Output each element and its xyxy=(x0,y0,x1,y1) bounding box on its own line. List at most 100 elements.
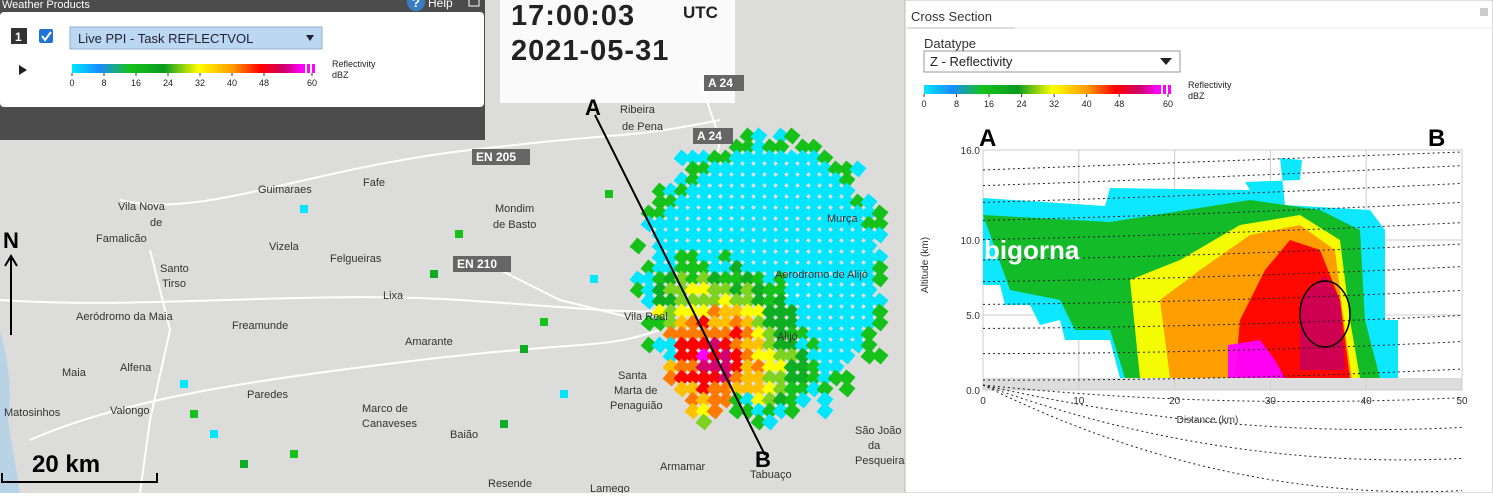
legend-tick-label: 0 xyxy=(921,99,926,109)
echo-pixel xyxy=(816,314,834,332)
echo-pixel xyxy=(849,336,867,354)
echo-pixel xyxy=(706,215,724,233)
echo-pixel xyxy=(728,303,746,321)
layer-select[interactable] xyxy=(69,26,323,50)
echo-pixel xyxy=(761,347,779,365)
echo-pixel xyxy=(816,347,834,365)
help-label[interactable]: Help xyxy=(428,0,453,10)
echo-pixel xyxy=(739,149,757,167)
echo-pixel xyxy=(838,347,856,365)
help-icon[interactable] xyxy=(407,0,425,11)
echo-pixel xyxy=(717,336,735,354)
echo-pixel xyxy=(717,281,735,299)
echo-pixel xyxy=(651,182,669,200)
echo-pixel xyxy=(805,303,823,321)
echo-pixel xyxy=(717,193,735,211)
echo-pixel xyxy=(816,215,834,233)
echo-pixel xyxy=(695,237,713,255)
place-label: de Pena xyxy=(622,121,664,133)
echo-pixel xyxy=(673,270,691,288)
echo-pixel xyxy=(684,292,702,310)
echo-pixel xyxy=(739,292,757,310)
echo-pixel xyxy=(761,369,779,387)
echo-pixel xyxy=(849,226,867,244)
place-label: Amarante xyxy=(405,336,453,348)
echo-pixel xyxy=(695,402,713,420)
echo-pixel xyxy=(640,270,658,288)
echo-pixel xyxy=(706,149,724,167)
echo-pixel xyxy=(662,303,680,321)
echo-pixel xyxy=(816,149,834,167)
echo-pixel xyxy=(794,325,812,343)
echo-pixel xyxy=(629,281,647,299)
echo-pixel xyxy=(827,281,845,299)
echo-pixel xyxy=(805,325,823,343)
echo-pixel xyxy=(816,292,834,310)
place-label: Baião xyxy=(450,429,478,441)
echo-pixel xyxy=(739,215,757,233)
y-tick-label: 10.0 xyxy=(961,236,981,247)
echo-pixel xyxy=(684,270,702,288)
section-start: A xyxy=(979,125,996,152)
road-label: A 24 xyxy=(697,129,722,143)
echo-pixel xyxy=(640,336,658,354)
layer-checkbox[interactable] xyxy=(39,29,53,43)
echo-pixel xyxy=(805,138,823,156)
echo-pixel xyxy=(805,204,823,222)
echo-pixel xyxy=(783,303,801,321)
echo-pixel xyxy=(805,237,823,255)
echo-pixel xyxy=(673,149,691,167)
echo-pixel xyxy=(772,292,790,310)
echo-pixel xyxy=(750,325,768,343)
echo-pixel xyxy=(860,303,878,321)
echo-pixel xyxy=(739,171,757,189)
echo-pixel xyxy=(816,160,834,178)
echo-pixel xyxy=(684,391,702,409)
echo-pixel xyxy=(816,193,834,211)
place-label: São João xyxy=(855,425,901,437)
echo-pixel xyxy=(761,160,779,178)
echo-pixel xyxy=(838,215,856,233)
echo-pixel xyxy=(849,204,867,222)
echo-pixel xyxy=(783,182,801,200)
echo-pixel xyxy=(728,160,746,178)
legend-title: Reflectivity xyxy=(1188,80,1232,90)
play-button[interactable] xyxy=(19,65,27,75)
echo-pixel xyxy=(805,248,823,266)
echo-pixel xyxy=(717,259,735,277)
echo-pixel xyxy=(794,281,812,299)
echo-pixel xyxy=(772,358,790,376)
echo-region xyxy=(1300,275,1345,370)
echo-pixel xyxy=(662,193,680,211)
echo-pixel xyxy=(761,171,779,189)
echo-pixel xyxy=(673,259,691,277)
echo-pixel xyxy=(717,325,735,343)
section-start: A xyxy=(585,95,601,120)
legend-unit: dBZ xyxy=(332,70,349,80)
echo-pixel xyxy=(717,358,735,376)
echo-pixel xyxy=(750,215,768,233)
echo-pixel xyxy=(827,215,845,233)
echo-pixel xyxy=(849,325,867,343)
echo-pixel xyxy=(761,358,779,376)
echo-pixel xyxy=(750,248,768,266)
echo-pixel xyxy=(750,149,768,167)
echo-pixel xyxy=(240,460,248,468)
window-control[interactable] xyxy=(1480,8,1488,16)
minimize-button[interactable] xyxy=(468,0,480,7)
echo-pixel xyxy=(772,237,790,255)
datatype-select[interactable] xyxy=(923,50,1181,73)
echo-pixel xyxy=(783,292,801,310)
echo-pixel xyxy=(706,391,724,409)
echo-pixel xyxy=(871,204,889,222)
echo-pixel xyxy=(827,160,845,178)
echo-pixel xyxy=(684,369,702,387)
tab-title[interactable]: Cross Section xyxy=(911,9,992,24)
echo-pixel xyxy=(794,369,812,387)
beam-line xyxy=(982,151,1463,171)
echo-pixel xyxy=(838,336,856,354)
echo-pixel xyxy=(750,303,768,321)
echo-pixel xyxy=(662,204,680,222)
